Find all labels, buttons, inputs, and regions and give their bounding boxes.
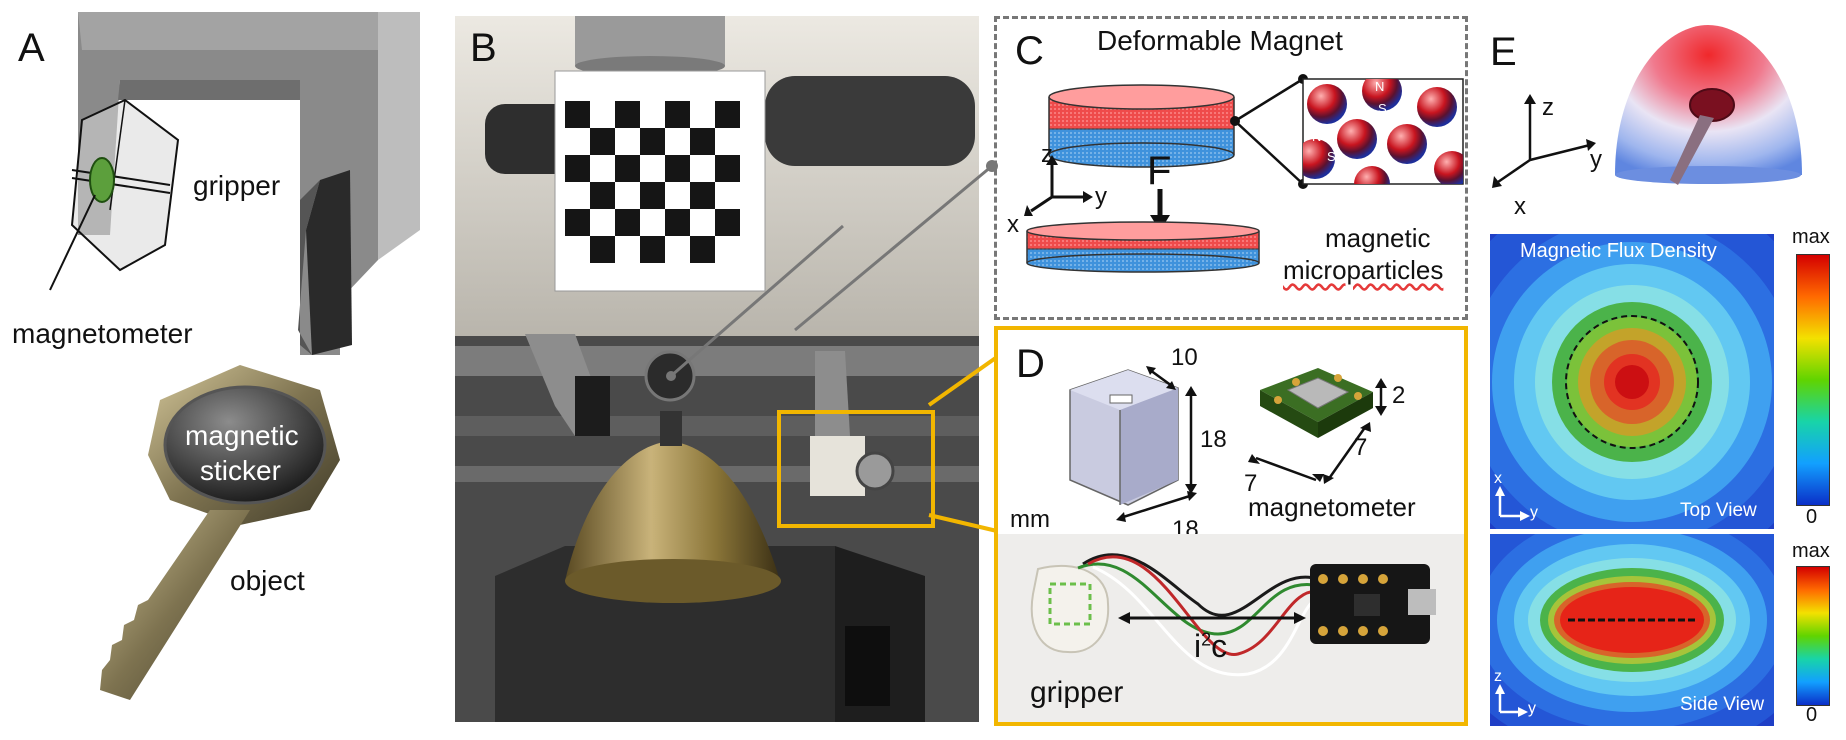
key-icon (100, 365, 340, 700)
panel-b-photo: B (455, 16, 979, 722)
dim-18-vertical-label: 18 (1200, 426, 1227, 453)
colorbar-top (1796, 254, 1830, 506)
axis-z-label-e: z (1542, 94, 1554, 121)
colorbar-top-min: 0 (1806, 506, 1818, 528)
magnetometer-dim-label: magnetometer (1248, 492, 1416, 522)
sticker-label-line2: sticker (200, 455, 281, 486)
panel-e: E z y x (1480, 0, 1846, 740)
deformable-magnet-diagram (1024, 74, 1464, 273)
wiring-scene (1030, 553, 1436, 677)
top-axis-x-label: x (1494, 470, 1502, 487)
checkerboard-target (554, 70, 766, 292)
dim-2-label: 2 (1392, 382, 1406, 409)
panel-a: A gripper magnetometer (0, 0, 440, 740)
panel-c-title: Deformable Magnet (1097, 25, 1343, 56)
colorbar-side-min: 0 (1806, 704, 1818, 726)
bus-label-sup: 2 (1201, 629, 1212, 650)
bus-label-c: c (1211, 628, 1228, 664)
colorbar-side-max: max (1792, 540, 1830, 562)
axis-x-label-c: x (1007, 211, 1019, 238)
zoom-box (777, 410, 935, 528)
axis-y-label-e: y (1590, 146, 1602, 173)
pole-n-label-2: N (1312, 129, 1322, 144)
axis-z-label-c: z (1041, 141, 1053, 168)
top-view-plot: Magnetic Flux Density Top View x y (1490, 234, 1774, 529)
gripper-illustration (49, 12, 420, 355)
particles-label-line2: microparticles (1283, 255, 1444, 285)
dim-7-a-label: 7 (1354, 434, 1368, 461)
particles-label-line1: magnetic (1325, 223, 1431, 253)
sticker-label-line1: magnetic (185, 420, 299, 451)
flux-title: Magnetic Flux Density (1520, 240, 1717, 262)
breakout-board (1310, 564, 1436, 644)
panel-d: D 10 18 (994, 326, 1468, 726)
callout-line-c (794, 160, 998, 332)
axis-x-label-e: x (1514, 193, 1526, 220)
panel-c: C Deformable Magnet (994, 16, 1468, 320)
pole-s-label-2: S (1327, 149, 1336, 164)
magnetometer-label: magnetometer (12, 318, 193, 349)
side-view-plot: Side View z y (1490, 534, 1774, 726)
top-view-contours (1490, 234, 1774, 529)
photo-scene (455, 16, 979, 722)
panel-letter-c: C (1015, 29, 1044, 73)
panel-letter-a: A (18, 26, 45, 70)
panel-letter-e: E (1490, 30, 1517, 74)
bus-label-i: i (1194, 628, 1202, 664)
callout-lines-d (927, 355, 999, 533)
side-view-label: Side View (1680, 694, 1765, 715)
side-view-contours (1490, 534, 1774, 726)
panel-letter-b: B (470, 26, 497, 70)
colorbar-side (1796, 566, 1830, 706)
force-label: F (1147, 149, 1172, 193)
pole-s-label-1: S (1378, 101, 1387, 116)
gripper-photo-label: gripper (1030, 676, 1124, 709)
dim-10-label: 10 (1171, 344, 1198, 371)
top-axis-y-label: y (1530, 504, 1538, 521)
panel-letter-d: D (1016, 342, 1045, 386)
pole-n-label-1: N (1375, 79, 1385, 94)
sensor-chip (1260, 368, 1373, 438)
dim-7-b-label: 7 (1244, 470, 1258, 497)
bus-label: i2c (1194, 628, 1227, 665)
side-axis-y-label: y (1528, 700, 1536, 717)
gripper-label: gripper (193, 170, 281, 201)
sensor-dimensions-diagram (1069, 366, 1387, 522)
wiring-photo: i2c gripper (998, 534, 1464, 722)
object-label: object (230, 565, 305, 596)
unit-mm-label: mm (1010, 506, 1050, 533)
axes-3d-e (1492, 25, 1802, 188)
axis-y-label-c: y (1095, 183, 1107, 210)
top-view-label: Top View (1680, 500, 1757, 521)
colorbar-top-max: max (1792, 226, 1830, 248)
side-axis-z-label: z (1494, 668, 1502, 685)
